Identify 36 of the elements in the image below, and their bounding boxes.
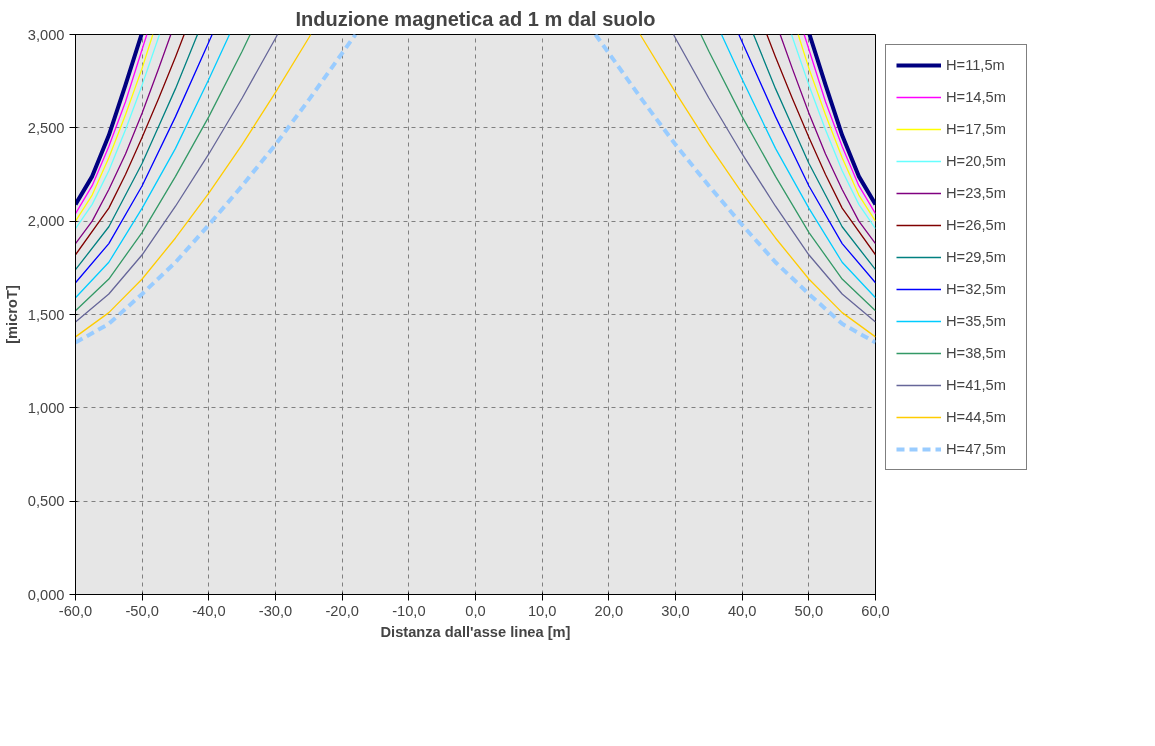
x-tick-label: -30,0 (258, 602, 293, 619)
legend-label: H=20,5m (946, 153, 1007, 169)
legend-label: H=32,5m (946, 281, 1007, 297)
legend-label: H=47,5m (946, 441, 1007, 457)
x-tick-label: -10,0 (392, 602, 426, 619)
y-tick-label: 1,000 (27, 399, 65, 416)
x-tick-label: 10,0 (527, 602, 557, 619)
x-tick-label: 40,0 (727, 602, 757, 619)
x-tick-label: -40,0 (192, 602, 226, 619)
legend-label: H=23,5m (946, 185, 1007, 201)
legend-label: H=26,5m (946, 217, 1007, 233)
legend-label: H=38,5m (946, 345, 1007, 361)
x-tick-label: 30,0 (661, 602, 690, 619)
legend-label: H=35,5m (946, 313, 1007, 329)
y-tick-label: 0,000 (27, 586, 65, 603)
y-tick-label: 3,000 (27, 26, 65, 43)
y-axis-title: [microT] (3, 285, 20, 344)
legend-label: H=14,5m (946, 89, 1007, 105)
legend-label: H=44,5m (946, 409, 1007, 425)
y-tick-label: 1,500 (27, 306, 65, 323)
y-tick-label: 2,000 (27, 213, 65, 230)
x-tick-label: 60,0 (861, 602, 890, 619)
x-tick-label: 0,0 (465, 602, 486, 619)
y-tick-label: 0,500 (27, 493, 65, 510)
legend-label: H=29,5m (946, 249, 1007, 265)
chart-title: Induzione magnetica ad 1 m dal suolo (295, 7, 656, 30)
y-tick-label: 2,500 (27, 119, 65, 136)
legend-label: H=11,5m (946, 57, 1006, 73)
legend-label: H=41,5m (946, 377, 1007, 393)
x-tick-label: -60,0 (58, 602, 93, 619)
x-tick-label: -50,0 (125, 602, 159, 619)
x-tick-label: -20,0 (325, 602, 359, 619)
legend-label: H=17,5m (946, 121, 1007, 137)
x-tick-label: 50,0 (794, 602, 824, 619)
x-axis-title: Distanza dall'asse linea [m] (380, 623, 571, 640)
x-tick-label: 20,0 (594, 602, 624, 619)
